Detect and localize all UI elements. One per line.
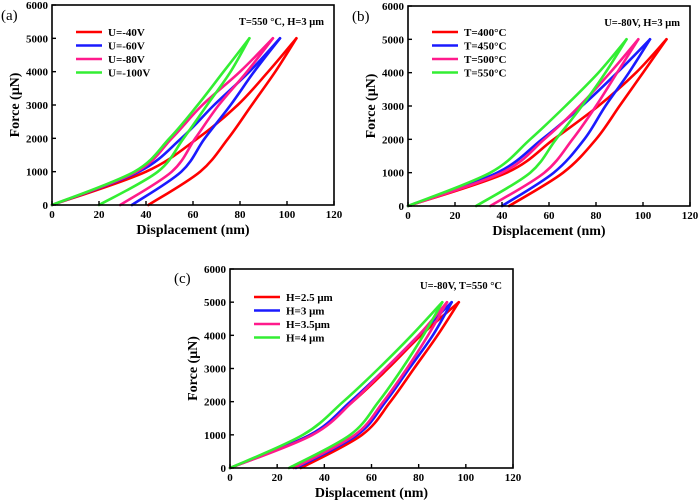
legend: H=2.5 μm H=3 μmH=3.5μm H=4 μm	[254, 292, 333, 345]
loading-curve-2	[406, 38, 652, 208]
unloading-curve-4	[287, 300, 444, 470]
y-tick-label: 3000	[382, 101, 405, 113]
legend-label-4: T=550°C	[464, 68, 507, 80]
y-axis-label: Force (μN)	[186, 336, 201, 401]
legend-label-3: H=3.5μm	[286, 319, 330, 331]
x-tick-label: 80	[591, 210, 603, 222]
unloading-curve-4	[97, 37, 251, 207]
x-tick-label: 100	[458, 472, 475, 484]
legend-label-2: H=3 μm	[286, 306, 324, 318]
y-tick-label: 1000	[204, 430, 227, 442]
y-tick-label: 6000	[26, 0, 49, 12]
y-tick-label: 0	[221, 463, 227, 475]
x-tick-label: 100	[279, 209, 296, 221]
x-tick-label: 100	[635, 210, 652, 222]
unloading-curve-1	[147, 37, 298, 207]
y-tick-label: 2000	[204, 397, 227, 409]
curves	[406, 38, 668, 208]
x-tick-label: 0	[49, 209, 55, 221]
x-tick-label: 80	[413, 472, 425, 484]
unloading-curve-3	[489, 38, 640, 208]
y-tick-label: 3000	[204, 364, 227, 376]
x-tick-label: 60	[544, 210, 556, 222]
y-tick-label: 5000	[382, 34, 405, 46]
x-tick-label: 20	[450, 210, 462, 222]
y-tick-label: 6000	[204, 264, 227, 276]
x-axis-label: Displacement (nm)	[136, 223, 249, 238]
unloading-curve-2	[500, 38, 652, 208]
x-tick-label: 0	[405, 210, 411, 222]
legend-label-3: U=-80V	[108, 54, 145, 66]
panel-c: 0 20 40 60 80 100 120 0 1000 2000 3000 4000 5000 6000…	[174, 264, 522, 501]
curves	[50, 37, 298, 207]
y-tick-label: 0	[43, 200, 49, 212]
unloading-curve-1	[299, 300, 461, 470]
unloading-curve-4	[474, 38, 628, 208]
x-tick-label: 60	[188, 209, 200, 221]
x-tick-label: 120	[505, 472, 522, 484]
x-tick-label: 120	[682, 210, 699, 222]
plot-frame	[51, 4, 335, 206]
x-tick-label: 40	[141, 209, 153, 221]
plot-frame	[229, 268, 514, 469]
x-tick-label: 40	[497, 210, 509, 222]
legend: T=400°C T=450°CT=500°C T=550°C	[432, 27, 507, 80]
x-tick-label: 80	[235, 209, 247, 221]
legend-label-1: U=-40V	[108, 27, 145, 39]
unloading-curve-3	[118, 37, 275, 207]
y-tick-label: 4000	[26, 67, 49, 79]
unloading-curve-1	[507, 38, 668, 208]
y-tick-label: 1000	[26, 167, 49, 179]
x-axis-label: Displacement (nm)	[492, 224, 605, 239]
legend-label-1: T=400°C	[464, 27, 507, 39]
condition-annotation: T=550 °C, H=3 μm	[239, 17, 324, 28]
y-tick-label: 4000	[382, 68, 405, 80]
x-tick-label: 60	[366, 472, 378, 484]
y-tick-label: 0	[399, 201, 405, 213]
y-axis-label: Force (μN)	[364, 73, 379, 138]
curves	[228, 300, 461, 470]
loading-curve-1	[406, 38, 668, 208]
unloading-curve-3	[292, 300, 449, 470]
legend-label-2: T=450°C	[464, 41, 507, 53]
x-tick-label: 20	[94, 209, 106, 221]
x-tick-label: 20	[272, 472, 284, 484]
condition-annotation: U=-80V, T=550 °C	[420, 281, 502, 292]
loading-curve-4	[228, 300, 444, 470]
x-axis-label: Displacement (nm)	[315, 486, 428, 501]
y-tick-label: 1000	[382, 168, 405, 180]
loading-curve-4	[50, 37, 251, 207]
loading-curve-3	[228, 300, 449, 470]
y-tick-label: 5000	[204, 297, 227, 309]
y-tick-label: 4000	[204, 330, 227, 342]
panel-b: 0 20 40 60 80 100 120 0 1000 2000 3000 4000 5000 6000…	[352, 1, 699, 239]
x-tick-label: 40	[319, 472, 331, 484]
panel-label: (c)	[174, 271, 191, 287]
legend-label-4: U=-100V	[108, 68, 150, 80]
x-tick-label: 120	[326, 209, 343, 221]
legend-label-1: H=2.5 μm	[286, 292, 333, 304]
panel-label: (b)	[352, 9, 370, 25]
condition-annotation: U=-80V, H=3 μm	[604, 18, 680, 29]
y-axis-label: Force (μN)	[8, 72, 23, 137]
loading-curve-2	[50, 37, 282, 207]
y-tick-label: 6000	[382, 1, 405, 13]
y-tick-label: 2000	[26, 133, 49, 145]
legend-label-2: U=-60V	[108, 41, 145, 53]
loading-curve-4	[406, 38, 628, 208]
y-tick-label: 3000	[26, 100, 49, 112]
x-tick-label: 0	[227, 472, 233, 484]
y-tick-label: 2000	[382, 134, 405, 146]
legend-label-4: H=4 μm	[286, 333, 324, 345]
y-tick-label: 5000	[26, 33, 49, 45]
unloading-curve-2	[130, 37, 282, 207]
panel-a: 0 20 40 60 80 100 120 0 1000 2000 3000 4000 5000 6000…	[1, 0, 343, 238]
panel-label: (a)	[1, 8, 18, 24]
legend-label-3: T=500°C	[464, 54, 507, 66]
loading-curve-3	[406, 38, 640, 208]
